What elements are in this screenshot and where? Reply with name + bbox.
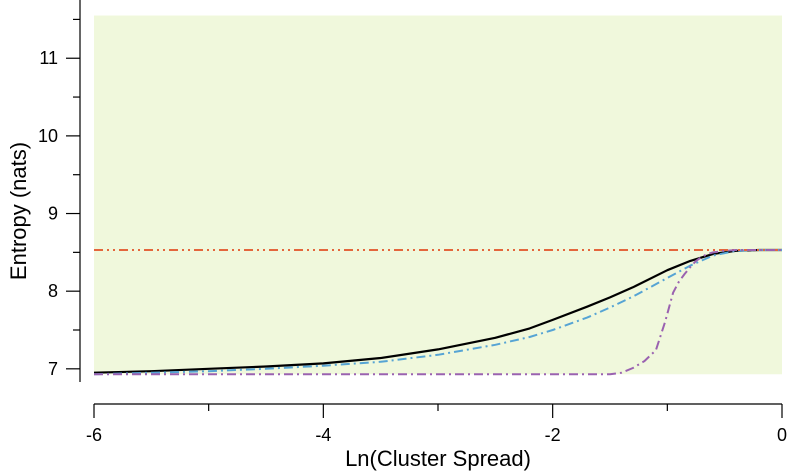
y-tick-label: 7 (48, 359, 58, 379)
y-tick-label: 9 (48, 204, 58, 224)
series-line-1 (93, 248, 782, 374)
x-ticks: -6 -4 -2 0 (86, 404, 787, 445)
series-layer (93, 248, 782, 376)
x-tick-label: -6 (86, 425, 102, 445)
y-axis-label: Entropy (nats) (6, 142, 31, 280)
y-tick-label: 10 (38, 126, 58, 146)
x-tick-label: 0 (777, 425, 787, 445)
y-tick-label: 11 (39, 48, 58, 68)
y-tick-label: 8 (48, 281, 58, 301)
x-tick-label: -4 (315, 425, 331, 445)
x-axis-label: Ln(Cluster Spread) (345, 446, 531, 471)
y-ticks: 7 8 9 10 11 (38, 18, 80, 379)
series-line-2 (93, 249, 782, 376)
series-line-4 (94, 249, 782, 376)
shaded-band (94, 15, 782, 375)
x-tick-label: -2 (545, 425, 561, 445)
